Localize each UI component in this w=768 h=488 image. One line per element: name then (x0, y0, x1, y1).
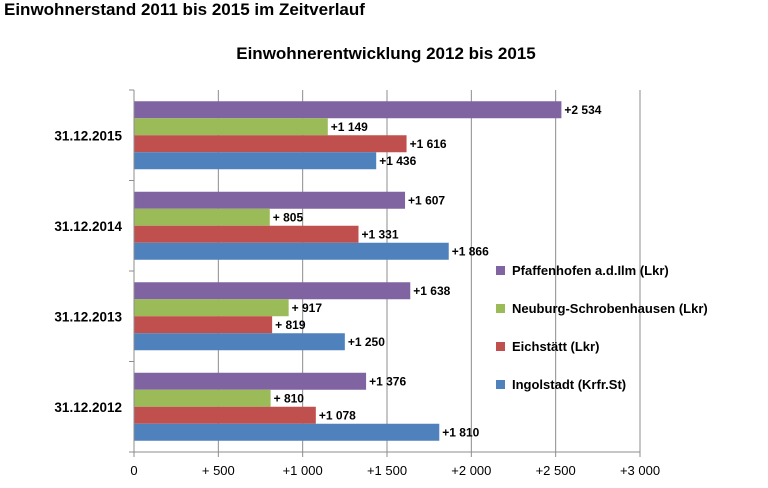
legend-swatch (496, 342, 505, 352)
data-label: +1 638 (413, 284, 450, 298)
bar (134, 406, 316, 424)
data-label: +1 607 (408, 193, 445, 207)
x-tick-label: +2 500 (536, 463, 576, 478)
x-tick-label: +1 500 (367, 463, 407, 478)
bar (134, 389, 271, 407)
legend-label: Eichstätt (Lkr) (512, 339, 600, 354)
legend-label: Pfaffenhofen a.d.Ilm (Lkr) (512, 263, 669, 278)
chart-title: Einwohnerentwicklung 2012 bis 2015 (236, 44, 536, 63)
category-label: 31.12.2015 (54, 128, 122, 143)
bar (134, 152, 377, 170)
bar (134, 135, 407, 153)
bar (134, 191, 406, 209)
category-label: 31.12.2012 (54, 400, 122, 415)
bar (134, 242, 449, 260)
category-label: 31.12.2013 (54, 309, 122, 324)
x-tick-label: + 500 (202, 463, 235, 478)
data-label: + 805 (273, 210, 304, 224)
data-label: + 917 (292, 301, 323, 315)
x-tick-label: +3 000 (620, 463, 660, 478)
legend-swatch (496, 380, 505, 390)
legend-label: Neuburg-Schrobenhausen (Lkr) (512, 301, 708, 316)
bar (134, 101, 562, 119)
data-label: +1 250 (348, 335, 385, 349)
legend-swatch (496, 304, 505, 314)
page-heading: Einwohnerstand 2011 bis 2015 im Zeitverl… (4, 0, 365, 19)
data-label: +1 616 (410, 137, 447, 151)
legend-item: Ingolstadt (Krfr.St) (496, 376, 626, 394)
data-label: +1 436 (379, 154, 416, 168)
x-tick-label: +1 000 (283, 463, 323, 478)
bar (134, 118, 328, 136)
legend-item: Eichstätt (Lkr) (496, 338, 599, 356)
bar (134, 282, 411, 300)
data-label: +1 810 (442, 425, 479, 439)
data-label: +2 534 (564, 103, 601, 117)
data-label: + 810 (274, 391, 305, 405)
bar (134, 299, 289, 317)
bar (134, 225, 359, 243)
data-label: + 819 (275, 318, 306, 332)
data-label: +1 331 (361, 227, 398, 241)
bar (134, 333, 345, 351)
data-label: +1 376 (369, 374, 406, 388)
bar (134, 423, 440, 441)
x-tick-label: 0 (130, 463, 137, 478)
legend-item: Pfaffenhofen a.d.Ilm (Lkr) (496, 262, 669, 280)
legend-swatch (496, 266, 505, 276)
x-tick-label: +2 000 (451, 463, 491, 478)
bar (134, 316, 273, 334)
bar (134, 208, 270, 226)
legend-item: Neuburg-Schrobenhausen (Lkr) (496, 300, 708, 318)
bar (134, 372, 367, 390)
data-label: +1 866 (452, 244, 489, 258)
data-label: +1 078 (319, 408, 356, 422)
legend-label: Ingolstadt (Krfr.St) (512, 377, 627, 392)
category-label: 31.12.2014 (54, 219, 122, 234)
data-label: +1 149 (331, 120, 368, 134)
